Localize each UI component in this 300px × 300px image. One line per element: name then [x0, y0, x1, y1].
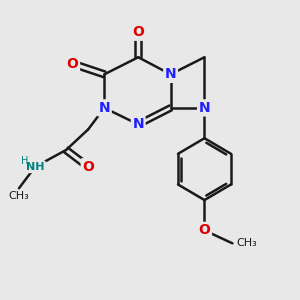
Text: N: N [98, 101, 110, 115]
Text: CH₃: CH₃ [9, 191, 29, 201]
Text: O: O [82, 160, 94, 174]
Text: N: N [165, 67, 176, 81]
Text: N: N [132, 117, 144, 131]
Text: NH: NH [26, 162, 44, 172]
Text: H: H [21, 156, 28, 166]
Text: O: O [199, 224, 210, 237]
Text: O: O [67, 57, 79, 71]
Text: O: O [132, 25, 144, 39]
Text: CH₃: CH₃ [237, 238, 258, 248]
Text: N: N [199, 101, 210, 115]
